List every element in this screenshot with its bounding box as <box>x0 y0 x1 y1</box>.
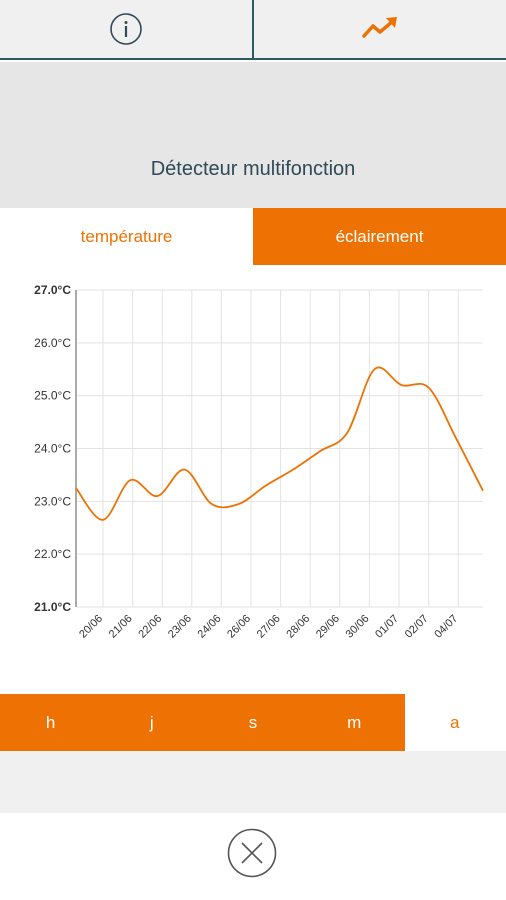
x-tick-label: 04/07 <box>432 613 460 641</box>
close-icon[interactable] <box>227 828 277 878</box>
tab-temperature[interactable]: température <box>0 208 253 265</box>
page-title: Détecteur multifonction <box>150 158 356 180</box>
x-tick-label: 20/06 <box>77 613 105 641</box>
x-tick-label: 27/06 <box>255 613 283 641</box>
period-day[interactable]: j <box>101 694 203 751</box>
tab-eclairement[interactable]: éclairement <box>253 208 506 265</box>
footer-band <box>0 751 506 813</box>
info-tab[interactable] <box>0 0 254 58</box>
y-tick-label: 22.0°C <box>34 547 71 561</box>
x-tick-label: 01/07 <box>373 613 401 641</box>
y-tick-label: 26.0°C <box>34 336 71 350</box>
top-tab-bar <box>0 0 506 60</box>
temperature-chart: 21.0°C 22.0°C 23.0°C 24.0°C 25.0°C 26.0°C 27.0… <box>34 283 484 641</box>
period-year[interactable]: a <box>404 694 505 751</box>
trend-chart-icon <box>362 17 397 38</box>
x-tick-label: 29/06 <box>314 613 342 641</box>
y-tick-label: 27.0°C <box>34 283 71 297</box>
y-tick-label: 25.0°C <box>34 389 71 403</box>
info-icon <box>110 13 142 45</box>
x-tick-label: 02/07 <box>403 613 431 641</box>
measure-selector: température éclairement <box>0 208 506 265</box>
period-selector: h j s m a <box>0 694 506 751</box>
y-tick-label: 21.0°C <box>34 600 71 614</box>
y-tick-label: 23.0°C <box>34 494 71 508</box>
temperature-series-line <box>75 366 484 521</box>
y-tick-label: 24.0°C <box>34 442 71 456</box>
header-area: Détecteur multifonction <box>0 62 506 208</box>
x-tick-label: 24/06 <box>196 613 224 641</box>
x-tick-label: 22/06 <box>136 613 164 641</box>
chart-tab[interactable] <box>254 0 506 58</box>
x-tick-label: 21/06 <box>107 613 135 641</box>
x-tick-label: 26/06 <box>225 613 253 641</box>
x-tick-label: 28/06 <box>284 613 312 641</box>
x-tick-label: 23/06 <box>166 613 194 641</box>
period-month[interactable]: m <box>303 694 405 751</box>
period-week[interactable]: s <box>202 694 304 751</box>
x-tick-label: 30/06 <box>344 613 372 641</box>
period-hour[interactable]: h <box>0 694 102 751</box>
